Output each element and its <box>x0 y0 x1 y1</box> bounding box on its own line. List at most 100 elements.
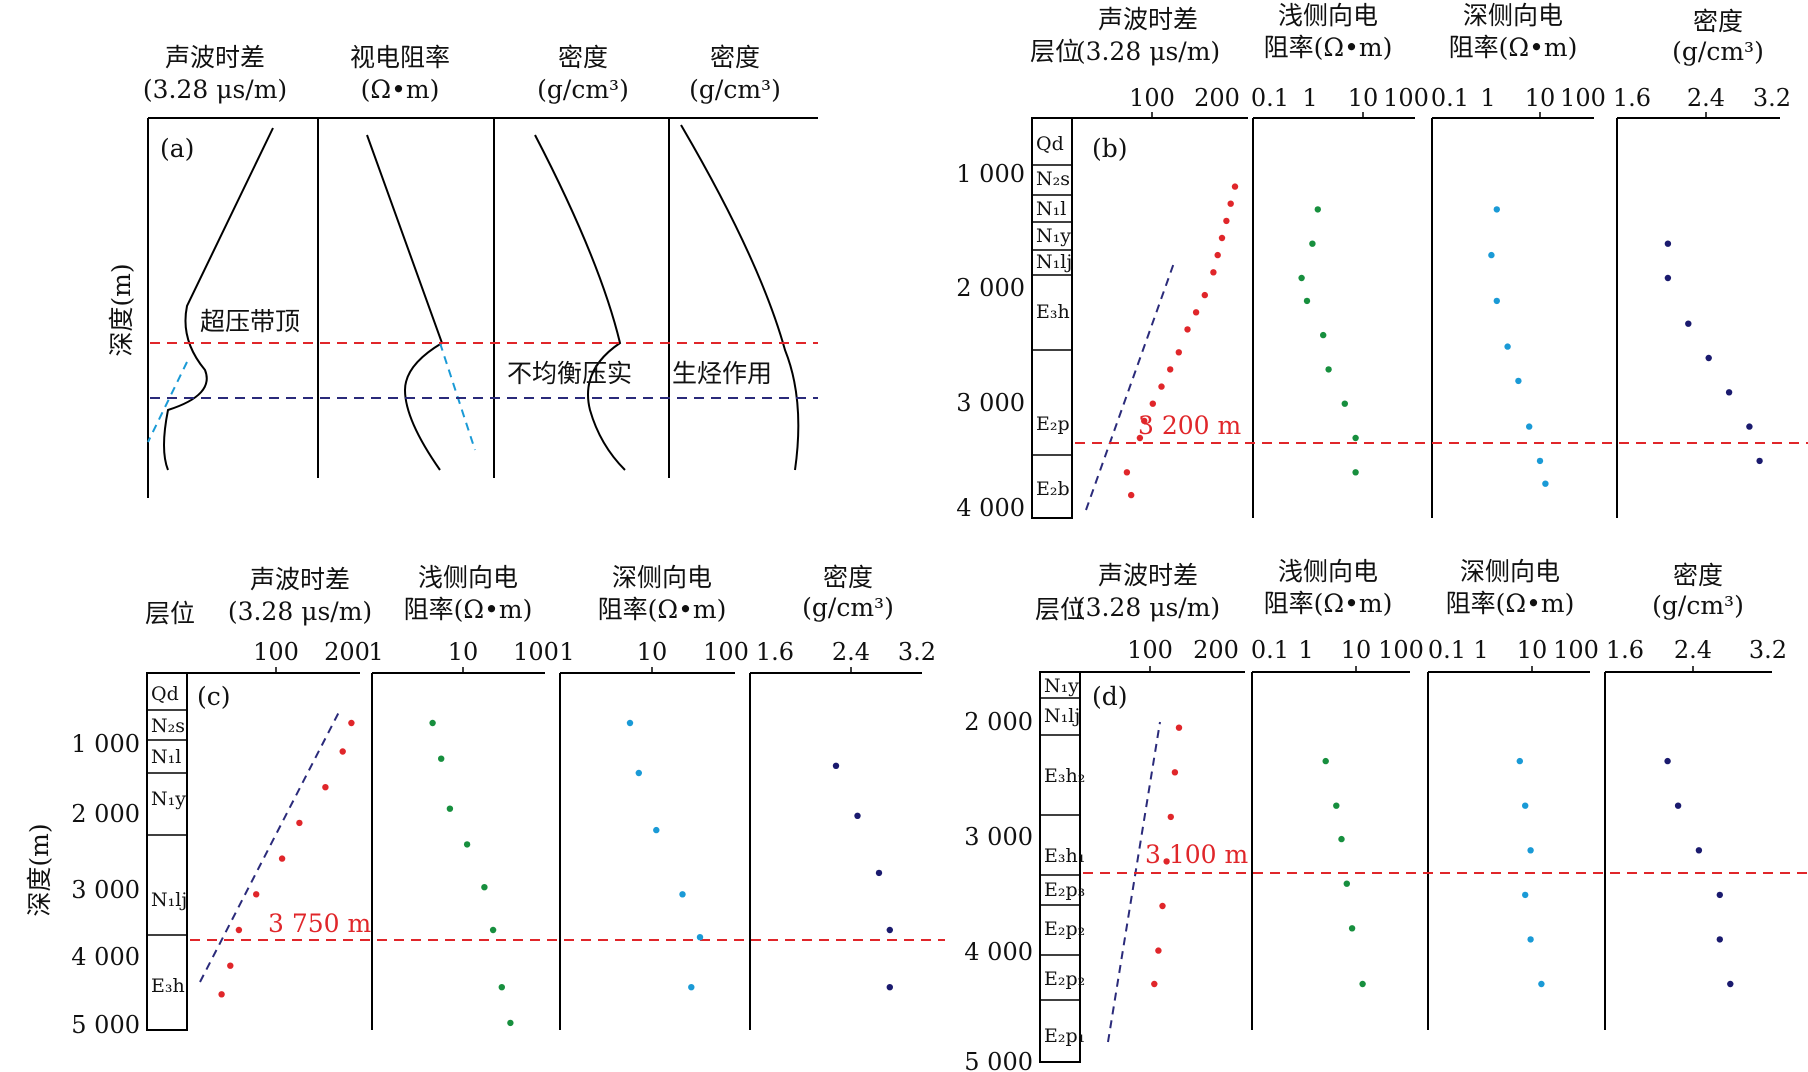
panel-c-deep-points <box>626 719 704 991</box>
panel-a-sonic-curve <box>163 127 274 471</box>
panel-c-t1-tick-200: 200 <box>324 638 370 666</box>
panel-b-density-points <box>1664 240 1763 465</box>
panel-d-formation-e2p2b: E₂p₂ <box>1044 968 1085 990</box>
panel-c-point-4-4 <box>886 926 893 934</box>
panel-d-point-3-4 <box>1522 891 1529 899</box>
panel-d-point-1-6 <box>1155 947 1162 954</box>
panel-c-header-1-line2: (3.28 μs/m) <box>228 597 372 626</box>
panel-d-t1-tick-100: 100 <box>1127 636 1173 664</box>
panel-b-header-1-line1: 声波时差 <box>1098 5 1198 34</box>
panel-b-point-2-5 <box>1320 331 1327 339</box>
panel-a-annotation-compaction: 不均衡压实 <box>507 359 632 388</box>
panel-b-t2-tick-10: 10 <box>1348 84 1379 112</box>
panel-b-sonic-points <box>1123 183 1239 499</box>
panel-d-formation-e3h1: E₃h₁ <box>1044 845 1085 867</box>
panel-c-ylabel: 深度(m) <box>25 823 54 916</box>
panel-d-point-4-6 <box>1727 980 1734 988</box>
panel-d-t4-tick-1.6: 1.6 <box>1606 636 1644 664</box>
panel-b-t4-tick-2.4: 2.4 <box>1687 84 1725 112</box>
panel-b-header-2-line2: 阻率(Ω•m) <box>1264 33 1393 62</box>
panel-b-formation-n1y: N₁y <box>1036 225 1071 247</box>
panel-b-t3-tick-0.1: 0.1 <box>1431 84 1469 112</box>
panel-b-point-4-2 <box>1664 274 1672 282</box>
panel-b-trend-line <box>1085 259 1176 511</box>
panel-b-point-1-3 <box>1223 217 1230 225</box>
panel-d-density-points <box>1664 757 1734 988</box>
panel-d-point-3-1 <box>1516 757 1524 765</box>
panel-b-point-1-8 <box>1192 309 1200 316</box>
panel-d-t2-tick-1: 1 <box>1298 636 1313 664</box>
panel-c-t2-tick-1: 1 <box>368 638 383 666</box>
panel-b-point-1-6 <box>1210 269 1217 276</box>
panel-d-point-4-4 <box>1716 891 1724 899</box>
panel-d-strat-column <box>1039 671 1081 1063</box>
panel-c-formation-n1l: N₁l <box>151 746 181 768</box>
panel-b-t4-tick-1.6: 1.6 <box>1613 84 1651 112</box>
panel-b-depth-marker: 3 200 m <box>1138 411 1242 440</box>
panel-d-t3-tick-10: 10 <box>1517 636 1548 664</box>
panel-b-point-1-2 <box>1227 200 1234 207</box>
panel-d-depth-tick-3000: 3 000 <box>964 823 1033 851</box>
panel-d-header-2-line1: 浅侧向电 <box>1278 557 1378 586</box>
panel-d-t3-tick-1: 1 <box>1473 636 1488 664</box>
panel-c-formation-n1y: N₁y <box>151 788 186 810</box>
panel-b-strat-column <box>1031 117 1073 519</box>
panel-a-ylabel: 深度(m) <box>107 263 136 356</box>
panel-d-point-2-5 <box>1348 925 1356 932</box>
panel-c-depth-marker: 3 750 m <box>268 909 372 938</box>
panel-a-density-curve-1 <box>534 134 626 471</box>
panel-b-t2-tick-100: 100 <box>1383 84 1429 112</box>
panel-c-point-2-3 <box>446 805 454 812</box>
panel-c-header-2-line1: 浅侧向电 <box>418 563 518 592</box>
panel-b-formation-n1lj: N₁lj <box>1036 251 1072 273</box>
panel-b-t3-tick-10: 10 <box>1525 84 1556 112</box>
panel-b-header-4-line2: (g/cm³) <box>1672 37 1764 66</box>
panel-d-point-2-3 <box>1338 835 1345 843</box>
panel-b-formation-e2b: E₂b <box>1036 478 1070 500</box>
panel-c-point-3-1 <box>626 719 634 727</box>
panel-b-t2-tick-0.1: 0.1 <box>1251 84 1289 112</box>
panel-b-point-1-16 <box>1123 469 1131 476</box>
panel-c-point-2-1 <box>429 719 436 727</box>
panel-d-formation-n1y: N₁y <box>1044 675 1079 697</box>
panel-c-tag: (c) <box>197 682 231 711</box>
panel-d-depth-marker: 3 100 m <box>1145 840 1249 869</box>
panel-d-point-2-2 <box>1333 802 1340 809</box>
panel-b-point-2-4 <box>1303 297 1311 305</box>
panel-c-strat-header: 层位 <box>145 599 195 628</box>
panel-d-formation-e2p3: E₂p₃ <box>1044 879 1085 901</box>
panel-c-trend-line <box>199 709 341 983</box>
panel-a-header-4-line2: (g/cm³) <box>689 75 781 104</box>
panel-c-formation-n2s: N₂s <box>151 715 185 737</box>
panel-c-header-4-line2: (g/cm³) <box>802 593 894 622</box>
panel-d-sonic-points <box>1151 724 1183 988</box>
panel-d-depth-tick-4000: 4 000 <box>964 938 1033 966</box>
panel-d-point-1-3 <box>1167 813 1175 821</box>
panel-c-t1-tick-100: 100 <box>253 638 299 666</box>
panel-d-point-2-6 <box>1359 980 1366 988</box>
panel-d-header-4-line2: (g/cm³) <box>1652 591 1744 620</box>
panel-d-header-3-line2: 阻率(Ω•m) <box>1446 589 1575 618</box>
panel-b-point-1-11 <box>1167 366 1174 373</box>
panel-d-t4-tick-2.4: 2.4 <box>1674 636 1712 664</box>
panel-d: 层位 声波时差 (3.28 μs/m) 浅侧向电 阻率(Ω•m) 深侧向电 阻率… <box>964 557 1808 1072</box>
panel-c-point-2-2 <box>438 755 445 762</box>
panel-c-t2-tick-100: 100 <box>513 638 559 666</box>
panel-d-depth-tick-5000: 5 000 <box>964 1048 1033 1072</box>
panel-c-t4-tick-1.6: 1.6 <box>756 638 794 666</box>
panel-b-point-2-2 <box>1309 240 1316 247</box>
panel-c-point-2-7 <box>498 984 505 991</box>
panel-c-formation-qd: Qd <box>151 683 179 705</box>
panel-b-t1-tick-100: 100 <box>1129 84 1175 112</box>
panel-c-point-1-7 <box>235 926 243 934</box>
panel-d-point-4-1 <box>1664 757 1671 765</box>
panel-c-header-1-line1: 声波时差 <box>250 565 350 594</box>
panel-c-depth-tick-3000: 3 000 <box>71 876 140 904</box>
panel-a-annotation-hydrocarbon: 生烃作用 <box>672 359 772 388</box>
panel-b-point-1-9 <box>1184 326 1191 333</box>
panel-b-tag: (b) <box>1092 134 1128 163</box>
panel-d-deep-points <box>1516 757 1545 988</box>
panel-c-point-3-2 <box>635 769 642 777</box>
panel-d-t2-tick-10: 10 <box>1341 636 1372 664</box>
